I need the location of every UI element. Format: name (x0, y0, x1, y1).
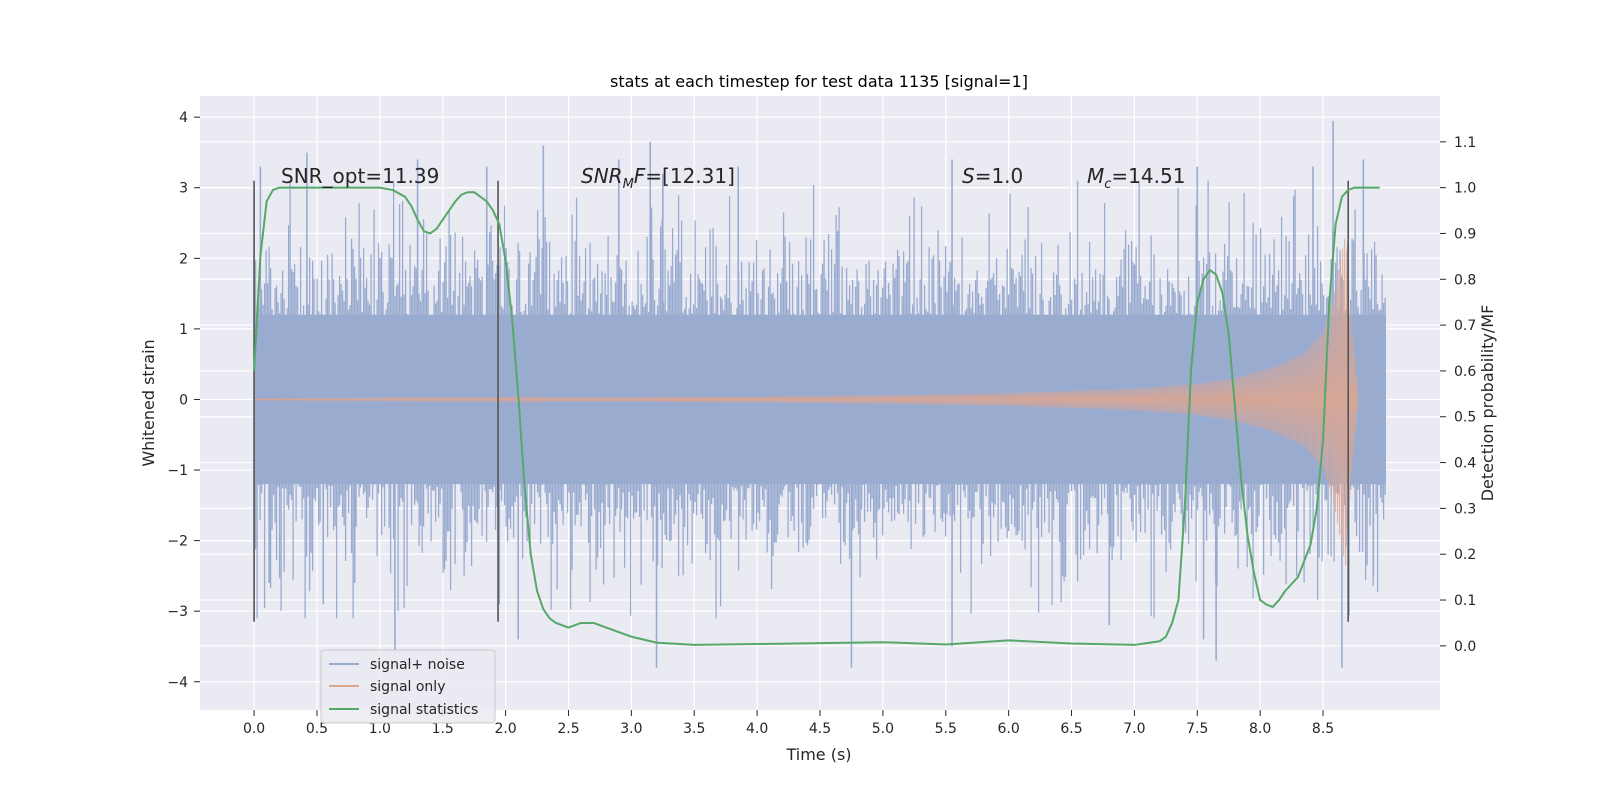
y2-tick-label: 0.2 (1454, 547, 1476, 563)
chart-title: stats at each timestep for test data 113… (610, 72, 1028, 91)
y2-tick-label: 0.8 (1454, 272, 1476, 288)
annotation-snr-mf-base: SNR (581, 164, 623, 188)
y2-tick-label: 0.6 (1454, 364, 1476, 380)
x-tick-label: 6.0 (998, 721, 1020, 737)
annotation-s: S=1.0 (962, 164, 1023, 188)
x-tick-label: 4.0 (746, 721, 768, 737)
annotation-mc: Mc=14.51 (1087, 164, 1185, 192)
y-tick-label: −1 (167, 463, 188, 479)
y-tick-label: 2 (179, 251, 188, 267)
legend-label-signal: signal only (370, 679, 445, 695)
y-tick-label: 0 (179, 392, 188, 408)
annotation-snr-mf: SNRMF=[12.31] (581, 164, 735, 192)
annotation-mc-base: M (1087, 164, 1104, 188)
annotation-mc-sub: c (1104, 177, 1111, 192)
legend-box (320, 649, 496, 724)
annotation-s-value: =1.0 (975, 164, 1024, 188)
x-tick-label: 8.5 (1312, 721, 1334, 737)
y2-tick-label: 1.1 (1454, 135, 1476, 151)
annotation-snr-mf-value: =[12.31] (645, 164, 735, 188)
y2-tick-label: 0.9 (1454, 226, 1476, 242)
x-axis-label: Time (s) (785, 745, 851, 764)
annotation-snr-opt: SNR_opt=11.39 (281, 164, 439, 188)
series-signal-only (253, 238, 1359, 566)
y-tick-label: 4 (179, 110, 188, 126)
y-tick-label: −4 (167, 675, 188, 691)
y-tick-label: −3 (167, 604, 188, 620)
y2-tick-label: 0.5 (1454, 410, 1476, 426)
y2-axis-label: Detection probability/MF (1478, 305, 1497, 502)
legend-label-noise: signal+ noise (370, 657, 465, 673)
x-tick-label: 7.5 (1186, 721, 1208, 737)
x-tick-label: 5.0 (872, 721, 894, 737)
y-axis-label: Whitened strain (139, 339, 158, 466)
x-tick-label: 6.5 (1060, 721, 1082, 737)
legend-label-stats: signal statistics (370, 702, 478, 718)
series-signal-statistics (253, 186, 1380, 646)
y-tick-label: −2 (167, 534, 188, 550)
x-tick-label: 8.0 (1249, 721, 1271, 737)
y-tick-label: 3 (179, 181, 188, 197)
y2-axis-ticks: 1.1 1.0 0.9 0.8 0.7 0.6 0.5 0.4 0.3 0.2 0.1 0.0 (1440, 135, 1476, 655)
x-tick-label: 1.5 (432, 721, 454, 737)
y2-tick-label: 1.0 (1454, 181, 1476, 197)
y2-tick-label: 0.3 (1454, 501, 1476, 517)
x-tick-label: 0.0 (243, 721, 265, 737)
y2-tick-label: 0.4 (1454, 456, 1476, 472)
signal-trace (253, 238, 1359, 566)
x-tick-label: 3.5 (683, 721, 705, 737)
x-tick-label: 2.0 (494, 721, 516, 737)
vertical-markers (253, 180, 1349, 622)
x-axis-ticks: 0.0 0.5 1.0 1.5 2.0 2.5 3.0 3.5 4.0 4.5 5.0 5.5 6.0 6… (243, 710, 1334, 737)
annotation-mc-value: =14.51 (1111, 164, 1185, 188)
y-tick-label: 1 (179, 322, 188, 338)
y2-tick-label: 0.0 (1454, 639, 1476, 655)
y2-tick-label: 0.1 (1454, 593, 1476, 609)
x-tick-label: 7.0 (1123, 721, 1145, 737)
x-tick-label: 1.0 (369, 721, 391, 737)
legend: signal+ noise signal only signal statist… (320, 649, 496, 724)
x-tick-label: 4.5 (809, 721, 831, 737)
y-axis-ticks: 4 3 2 1 0 −1 −2 −3 −4 (167, 110, 200, 691)
x-tick-label: 5.5 (935, 721, 957, 737)
x-tick-label: 2.5 (557, 721, 579, 737)
y2-tick-label: 0.7 (1454, 318, 1476, 334)
x-tick-label: 3.0 (620, 721, 642, 737)
stats-trace (253, 186, 1380, 646)
annotation-s-base: S (962, 164, 975, 188)
x-tick-label: 0.5 (306, 721, 328, 737)
annotation-snr-mf-base2: F (634, 164, 646, 188)
annotation-snr-mf-sub: M (623, 177, 634, 192)
